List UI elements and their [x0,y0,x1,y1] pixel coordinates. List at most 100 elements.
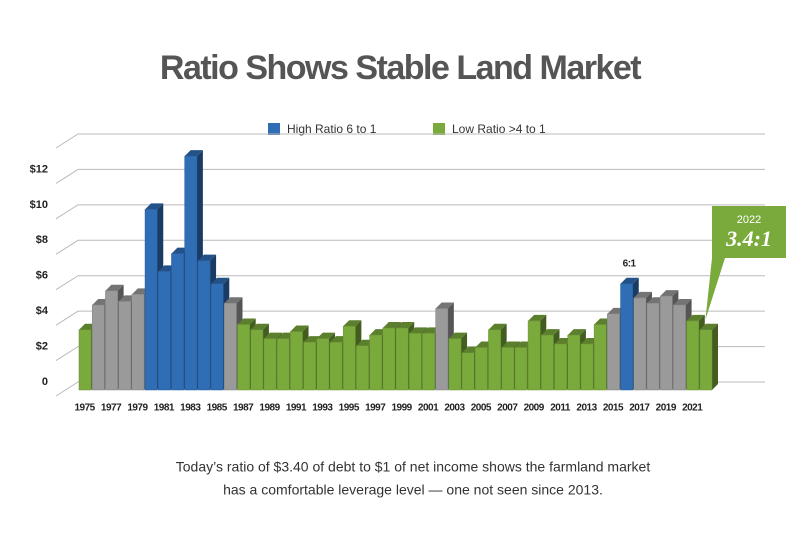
bar-front [673,304,686,391]
bar-front [659,295,673,391]
callout-text: 3.4:1 [725,226,772,251]
y-tick-label: 0 [42,376,48,388]
bar-front [593,324,607,391]
x-tick-label: 2005 [471,403,492,414]
bar-front [448,338,462,391]
grid-line [55,168,765,184]
bar-front [475,347,488,391]
grid-line [55,204,765,220]
y-tick-label: $4 [36,305,49,317]
bar-front [131,294,145,391]
bar-top [316,332,335,339]
bar-front [435,308,449,391]
bar-front [527,320,541,391]
bar-front [144,209,158,391]
bar-side [712,323,718,390]
bar-front [369,334,383,391]
bar-front [316,338,330,391]
bar-top [660,290,679,297]
bar-front [197,260,211,391]
bar-front [501,347,515,391]
bar-top [633,291,652,298]
bar-front [646,302,660,391]
x-tick-label: 2007 [497,403,518,414]
bar-front [567,334,581,391]
caption: Today’s ratio of $3.40 of debt to $1 of … [176,459,651,475]
legend-label: Low Ratio >4 to 1 [452,122,546,136]
bar-top [396,322,415,328]
bar-top [501,341,520,348]
x-tick-label: 2015 [603,403,624,414]
bar-front [408,333,422,391]
bar-front [303,341,316,391]
grid-line [55,310,765,326]
bar-front [184,155,198,391]
chart-title: Ratio Shows Stable Land Market [160,49,641,87]
grid-line [55,133,765,149]
bar-front [237,324,250,391]
caption: has a comfortable leverage level — one n… [223,482,603,498]
x-tick-label: 1991 [286,403,307,414]
bar-front [395,327,409,391]
bar-front [210,283,224,391]
bar-front [276,338,290,391]
y-tick-label: $2 [36,340,48,352]
x-tick-label: 1987 [233,403,254,414]
bar-front [329,341,343,391]
bar-front [461,352,475,391]
y-tick-label: $8 [36,234,48,246]
bar-top [184,150,203,157]
bar-top [105,284,124,291]
x-tick-label: 2009 [524,403,545,414]
bar-top [197,254,217,261]
bar-top [488,323,507,330]
x-tick-label: 2011 [550,403,571,414]
bar-front [633,297,647,391]
x-tick-label: 1999 [391,403,412,414]
bar-top [699,323,718,330]
bar-top [448,332,468,339]
x-tick-label: 2019 [656,403,677,414]
callout-label: 2022 [737,214,761,226]
bar-front [554,343,567,391]
bar-front [342,325,356,391]
bar-top [673,298,692,305]
bar-front [158,271,171,391]
bar-top [290,325,309,332]
bar-front [686,320,700,391]
bar-top [263,332,283,339]
bar-top [409,327,428,334]
bar [699,323,718,391]
grid-line [55,239,765,255]
annotation: 6:1 [623,258,637,269]
bar-front [488,329,501,391]
y-tick-label: $12 [30,163,48,175]
bar-front [105,290,118,391]
bar-front [224,302,237,391]
bar-top [382,322,401,328]
bar-top [237,318,256,325]
bar-top [686,314,705,321]
bar-top [435,302,454,309]
x-tick-label: 2003 [444,403,465,414]
bar-front [290,331,303,391]
x-tick-label: 2013 [576,403,597,414]
bar-top [211,277,230,284]
bar-top [620,277,639,284]
bar-front [356,345,369,391]
bar-front [541,334,554,391]
bar-front [78,329,92,391]
x-tick-label: 1977 [101,403,122,414]
legend-swatch [433,123,445,135]
bar-top [541,329,560,336]
x-tick-label: 1981 [154,403,175,414]
x-tick-label: 2021 [682,403,703,414]
bar-front [699,329,713,391]
bar-front [607,313,620,391]
bar-front [171,253,184,391]
bar-front [263,338,277,391]
bar-top [528,314,547,321]
bar-front [382,327,396,391]
x-tick-label: 1989 [259,403,280,414]
bar-top [145,203,164,210]
